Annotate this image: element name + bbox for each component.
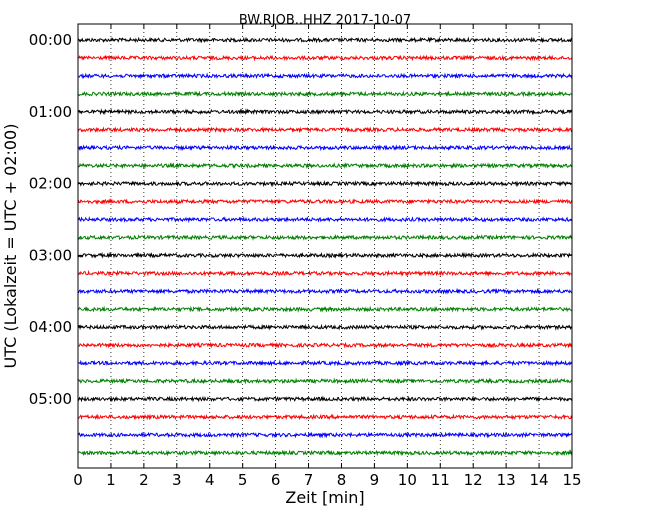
trace-0030 xyxy=(77,72,573,80)
plot-frame xyxy=(77,23,573,469)
x-tick-label: 13 xyxy=(497,471,516,489)
traces xyxy=(77,36,573,457)
x-tick-label: 4 xyxy=(205,471,215,489)
trace-0430 xyxy=(77,359,573,367)
x-tick-label: 15 xyxy=(562,471,581,489)
chart-title: BW.RJOB..HHZ 2017-10-07 xyxy=(239,13,411,28)
trace-0545 xyxy=(77,449,573,457)
x-tick-label: 1 xyxy=(106,471,116,489)
trace-0145 xyxy=(77,162,573,170)
x-tick-label: 10 xyxy=(398,471,417,489)
y-tick-label: 01:00 xyxy=(29,103,72,121)
x-tick-label: 11 xyxy=(431,471,450,489)
trace-0100 xyxy=(77,108,573,116)
trace-0200 xyxy=(77,180,573,188)
y-tick-label: 02:00 xyxy=(29,175,72,193)
trace-0000 xyxy=(77,36,573,44)
trace-0415 xyxy=(77,341,573,349)
y-tick-label: 00:00 xyxy=(29,31,72,49)
y-tick-label: 05:00 xyxy=(29,390,72,408)
trace-0230 xyxy=(77,216,573,224)
x-tick-label: 6 xyxy=(271,471,281,489)
y-axis-label: UTC (Lokalzeit = UTC + 02:00) xyxy=(1,124,20,369)
trace-0315 xyxy=(77,269,573,277)
axis-ticks: 0 1 2 3 4 5 6 7 8 9 10 11 12 13 14 1500:0001:0002:0003:… xyxy=(29,24,582,489)
trace-0045 xyxy=(77,90,573,98)
trace-0530 xyxy=(77,431,573,439)
trace-0500 xyxy=(77,395,573,403)
trace-0345 xyxy=(77,305,573,313)
y-tick-label: 03:00 xyxy=(29,246,72,264)
trace-0115 xyxy=(77,126,573,134)
x-tick-label: 9 xyxy=(370,471,380,489)
trace-0400 xyxy=(77,323,573,331)
x-tick-label: 5 xyxy=(238,471,248,489)
trace-0215 xyxy=(77,197,573,205)
x-tick-label: 8 xyxy=(337,471,347,489)
x-tick-label: 14 xyxy=(530,471,549,489)
x-tick-label: 3 xyxy=(172,471,182,489)
trace-0515 xyxy=(77,413,573,421)
trace-0330 xyxy=(77,287,573,295)
x-tick-label: 0 xyxy=(73,471,83,489)
x-tick-label: 2 xyxy=(139,471,149,489)
x-tick-label: 12 xyxy=(464,471,483,489)
trace-0300 xyxy=(77,251,573,259)
trace-0130 xyxy=(77,144,573,152)
y-tick-label: 04:00 xyxy=(29,318,72,336)
trace-0445 xyxy=(77,377,573,385)
x-axis-label: Zeit [min] xyxy=(285,488,364,507)
trace-0015 xyxy=(77,54,573,62)
trace-0245 xyxy=(77,233,573,241)
x-tick-label: 7 xyxy=(304,471,314,489)
